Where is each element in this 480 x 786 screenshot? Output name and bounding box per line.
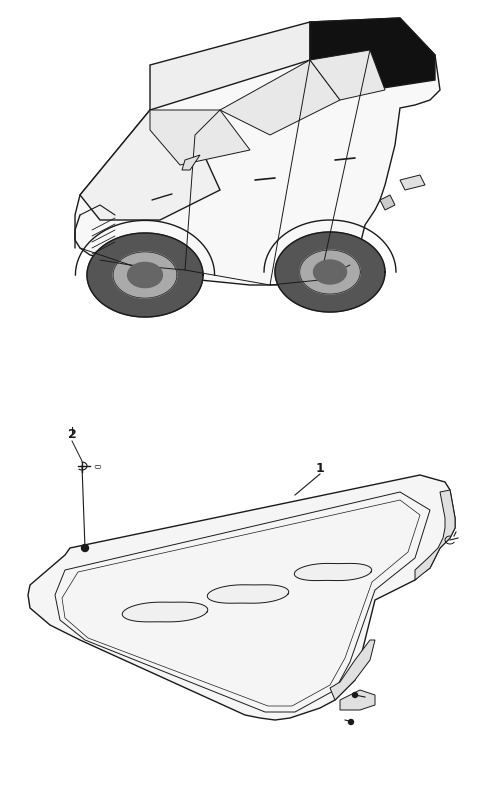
Polygon shape [380,195,395,210]
Polygon shape [128,263,162,288]
Polygon shape [300,250,360,294]
Polygon shape [75,18,440,285]
Polygon shape [87,233,203,317]
Polygon shape [220,60,340,135]
Polygon shape [340,690,375,710]
Polygon shape [275,232,385,312]
Polygon shape [122,602,208,622]
Circle shape [82,545,88,552]
Text: 1: 1 [316,461,324,475]
Polygon shape [415,490,455,580]
Polygon shape [294,564,372,581]
Polygon shape [313,260,347,284]
Polygon shape [182,155,200,170]
Polygon shape [310,18,435,90]
Text: 2: 2 [68,428,76,442]
Polygon shape [310,50,385,100]
Polygon shape [80,110,220,220]
Circle shape [348,719,353,725]
Polygon shape [113,252,177,298]
Polygon shape [330,640,375,700]
Polygon shape [150,110,250,165]
Polygon shape [150,22,310,110]
Polygon shape [207,585,288,603]
Polygon shape [400,175,425,190]
Text: $\subset\!\!\!\!\!\!\supset$: $\subset\!\!\!\!\!\!\supset$ [92,463,102,471]
Polygon shape [28,475,455,720]
Circle shape [352,692,358,697]
